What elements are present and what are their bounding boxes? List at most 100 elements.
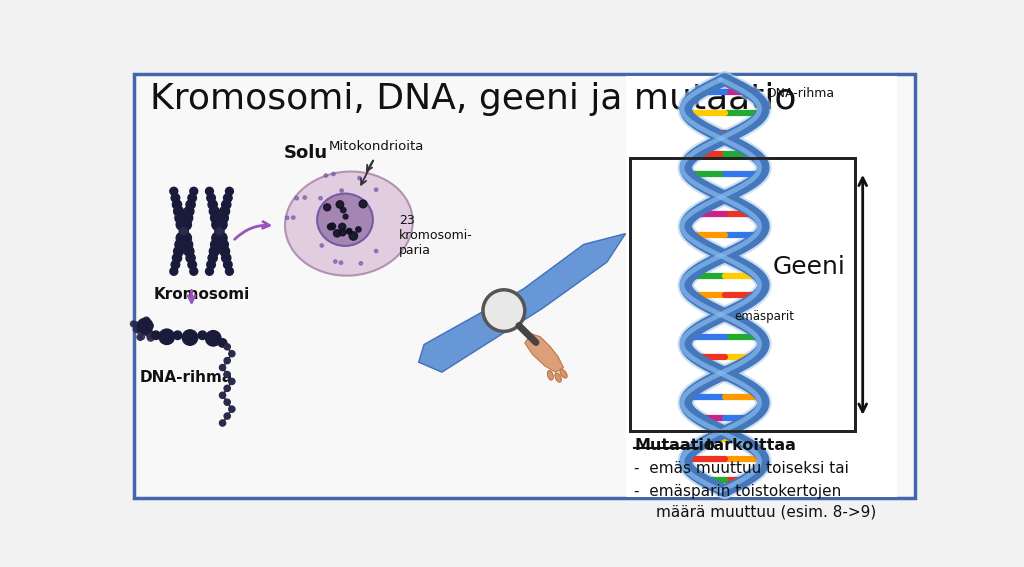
Circle shape xyxy=(139,335,144,340)
Text: -  emäsparin toistokertojen: - emäsparin toistokertojen xyxy=(634,484,842,499)
Circle shape xyxy=(132,321,138,328)
Ellipse shape xyxy=(285,171,413,276)
Circle shape xyxy=(224,344,230,350)
Text: Kromosomi: Kromosomi xyxy=(154,287,250,302)
Circle shape xyxy=(357,176,361,180)
Circle shape xyxy=(179,227,187,235)
Text: DNA-rihma: DNA-rihma xyxy=(767,87,836,100)
Circle shape xyxy=(215,227,223,235)
Circle shape xyxy=(334,230,341,237)
Circle shape xyxy=(174,247,183,256)
Circle shape xyxy=(182,239,193,250)
Circle shape xyxy=(147,331,154,337)
Circle shape xyxy=(142,325,150,332)
Circle shape xyxy=(343,214,348,219)
Circle shape xyxy=(221,200,230,209)
Circle shape xyxy=(224,371,230,378)
Circle shape xyxy=(321,244,324,247)
Circle shape xyxy=(340,189,343,192)
Bar xyxy=(630,158,855,431)
Circle shape xyxy=(375,249,378,253)
Circle shape xyxy=(144,329,151,336)
Circle shape xyxy=(171,260,179,269)
Circle shape xyxy=(137,318,153,334)
Circle shape xyxy=(228,350,234,357)
Circle shape xyxy=(207,260,215,269)
Circle shape xyxy=(147,335,154,341)
Text: Mitokondrioita: Mitokondrioita xyxy=(329,141,424,154)
Text: määrä muuttuu (esim. 8->9): määrä muuttuu (esim. 8->9) xyxy=(655,505,876,519)
Circle shape xyxy=(218,239,228,250)
Circle shape xyxy=(223,260,232,269)
Circle shape xyxy=(215,227,223,235)
Circle shape xyxy=(144,323,151,329)
Circle shape xyxy=(135,327,140,333)
Circle shape xyxy=(346,229,351,234)
Circle shape xyxy=(147,331,155,337)
Circle shape xyxy=(179,227,187,235)
Circle shape xyxy=(212,219,223,230)
Circle shape xyxy=(137,335,142,340)
Circle shape xyxy=(198,331,207,340)
Circle shape xyxy=(332,172,335,176)
Circle shape xyxy=(180,228,187,235)
Text: Mutaatio: Mutaatio xyxy=(634,438,715,452)
Circle shape xyxy=(208,253,217,263)
Circle shape xyxy=(172,200,181,209)
Circle shape xyxy=(180,232,191,243)
Circle shape xyxy=(355,227,361,232)
Circle shape xyxy=(324,204,331,211)
Circle shape xyxy=(223,194,232,202)
Circle shape xyxy=(339,261,343,264)
Circle shape xyxy=(339,223,346,230)
Circle shape xyxy=(221,253,230,263)
Circle shape xyxy=(216,232,227,243)
Text: Solu: Solu xyxy=(285,144,329,162)
Text: 23
kromosomi-
paria: 23 kromosomi- paria xyxy=(399,214,473,257)
Circle shape xyxy=(211,239,221,250)
Text: DNA-rihma: DNA-rihma xyxy=(139,370,232,385)
Circle shape xyxy=(175,213,185,223)
Ellipse shape xyxy=(560,369,567,378)
Circle shape xyxy=(212,232,223,243)
Circle shape xyxy=(209,247,219,256)
Text: Kromosomi, DNA, geeni ja mutaatio: Kromosomi, DNA, geeni ja mutaatio xyxy=(150,82,797,116)
Circle shape xyxy=(176,232,187,243)
Circle shape xyxy=(150,324,154,328)
Ellipse shape xyxy=(317,193,373,246)
Circle shape xyxy=(359,261,362,265)
Circle shape xyxy=(184,247,194,256)
Circle shape xyxy=(186,253,196,263)
Circle shape xyxy=(142,328,148,335)
Circle shape xyxy=(303,196,306,199)
Text: -  emäs muuttuu toiseksi tai: - emäs muuttuu toiseksi tai xyxy=(634,461,849,476)
Circle shape xyxy=(216,219,227,230)
Circle shape xyxy=(318,197,323,200)
Circle shape xyxy=(218,338,226,347)
Circle shape xyxy=(182,330,198,345)
Circle shape xyxy=(206,331,221,346)
Circle shape xyxy=(186,200,196,209)
Circle shape xyxy=(133,327,139,332)
Circle shape xyxy=(206,268,213,275)
Circle shape xyxy=(220,247,229,256)
Circle shape xyxy=(143,317,150,323)
Circle shape xyxy=(324,174,328,177)
Circle shape xyxy=(329,223,336,230)
Text: tarkoittaa: tarkoittaa xyxy=(700,438,796,452)
Circle shape xyxy=(224,399,230,405)
Circle shape xyxy=(138,336,142,340)
Circle shape xyxy=(138,322,145,329)
Circle shape xyxy=(171,194,179,202)
Circle shape xyxy=(180,219,191,230)
Circle shape xyxy=(225,268,233,275)
Circle shape xyxy=(334,260,337,263)
Circle shape xyxy=(216,227,224,235)
Circle shape xyxy=(218,213,228,223)
Circle shape xyxy=(341,208,346,213)
Circle shape xyxy=(339,229,346,236)
Circle shape xyxy=(228,378,234,384)
Bar xyxy=(626,76,897,497)
Circle shape xyxy=(483,290,524,331)
Circle shape xyxy=(170,187,178,195)
